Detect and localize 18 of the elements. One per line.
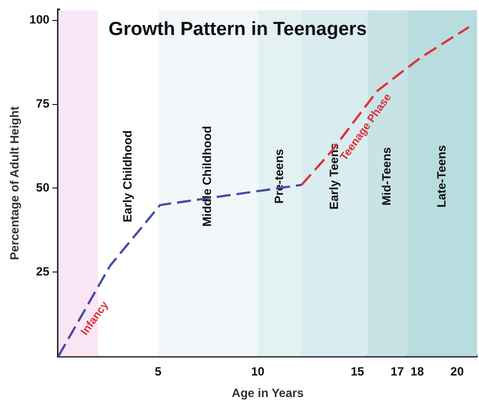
x-axis-title: Age in Years <box>232 386 304 400</box>
y-tick-label: 50 <box>36 180 50 195</box>
band-label: Mid-Teens <box>380 146 394 206</box>
chart-title: Growth Pattern in Teenagers <box>108 18 367 40</box>
x-tick-label: 18 <box>410 364 424 379</box>
band-label: Late-Teens <box>434 144 448 208</box>
x-tick-label: 15 <box>350 364 364 379</box>
band-label: Middle Childhood <box>200 126 214 227</box>
band-label: Early Childhood <box>120 130 134 222</box>
y-tick-label: 25 <box>36 264 50 279</box>
x-tick-label: 17 <box>390 364 404 379</box>
x-tick-label: 10 <box>251 364 265 379</box>
y-tick-label: 75 <box>36 96 50 111</box>
x-tick-label: 5 <box>154 364 162 379</box>
band-label: Pre-teens <box>272 148 286 204</box>
x-tick-label: 20 <box>450 364 464 379</box>
y-tick-label: 100 <box>29 12 50 27</box>
y-axis-title: Percentage of Adult Height <box>8 106 22 260</box>
